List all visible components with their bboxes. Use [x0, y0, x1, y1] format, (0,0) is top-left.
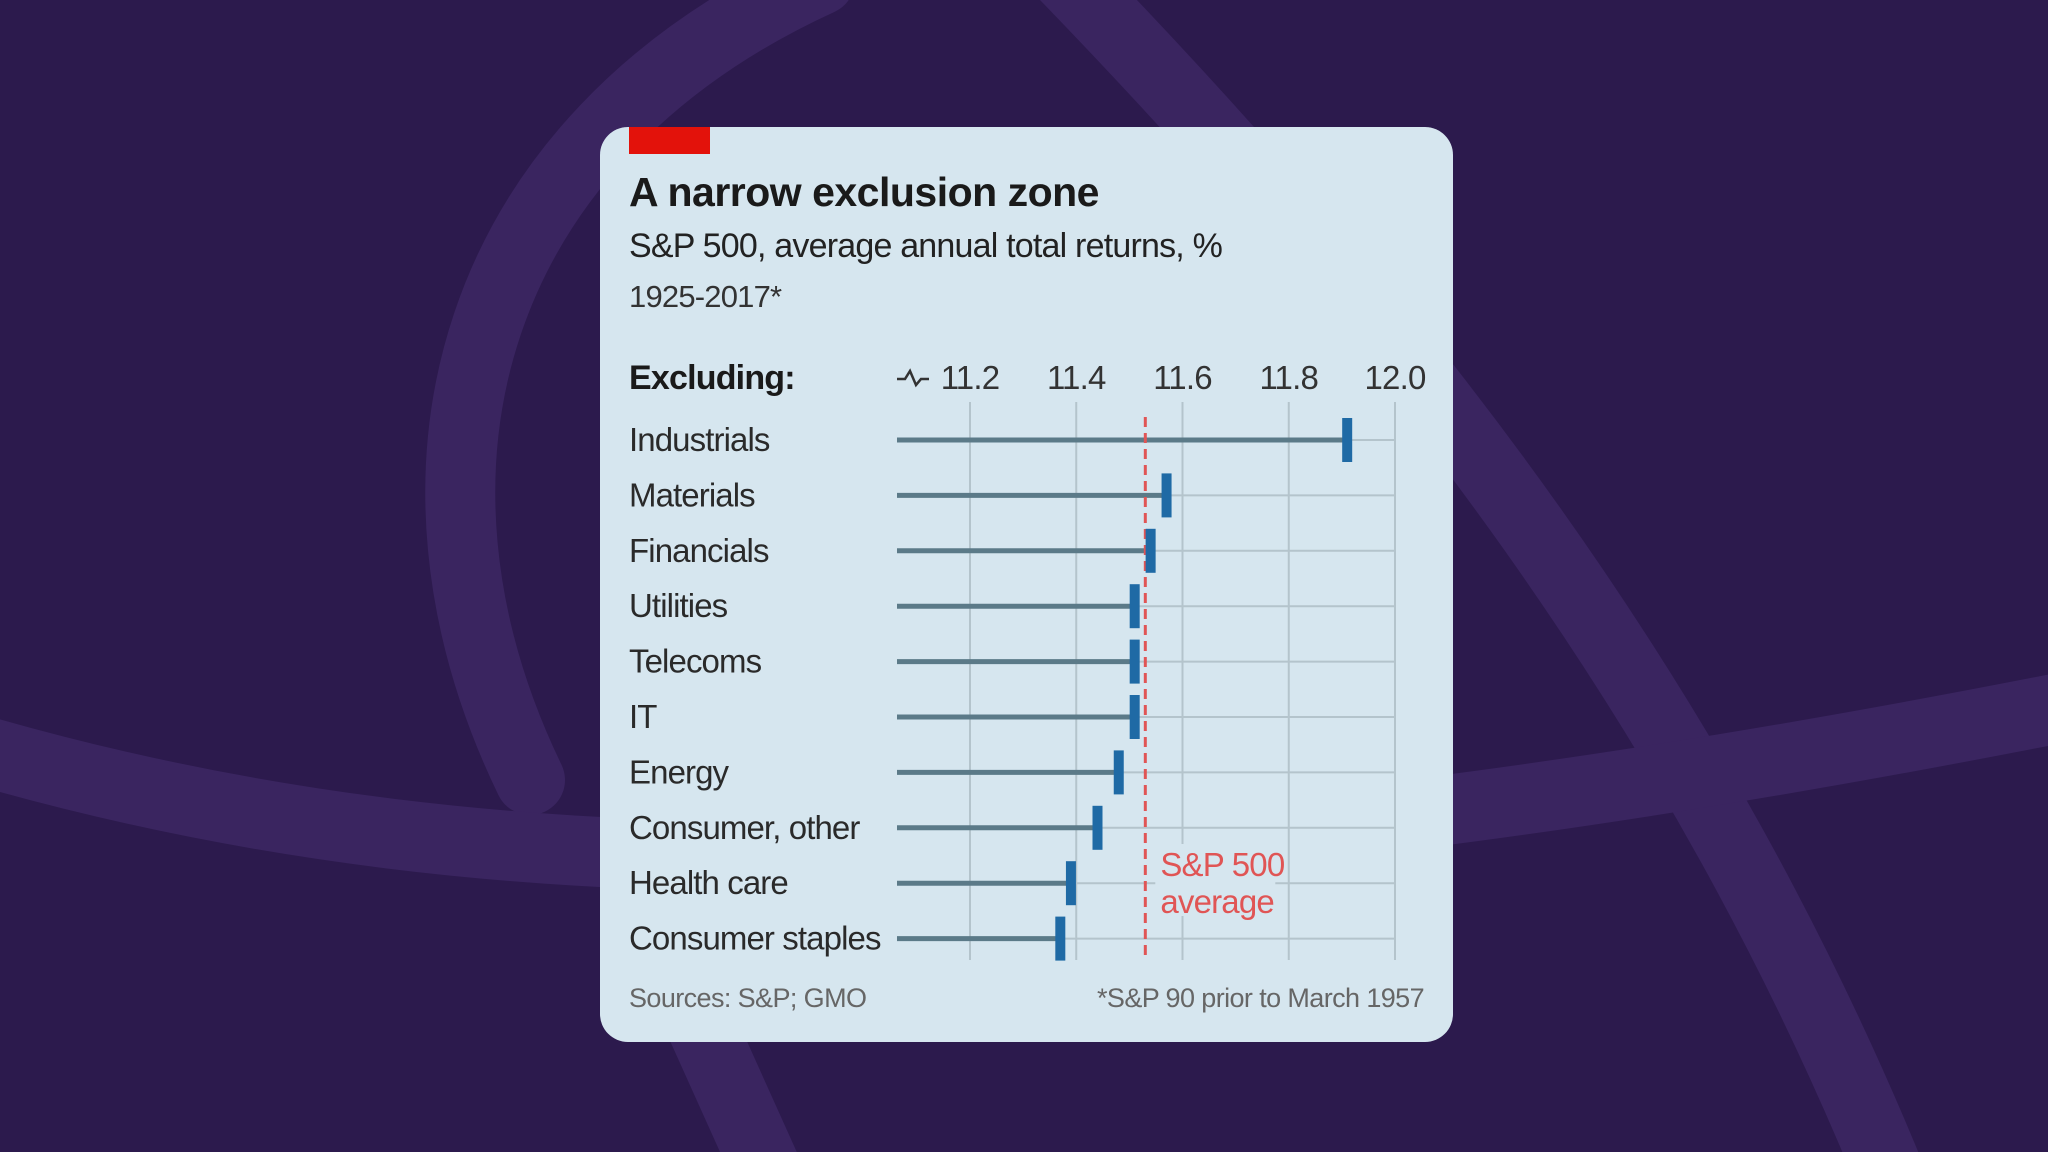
data-marker [1065, 861, 1076, 906]
category-label: Health care [629, 864, 788, 901]
category-label: Financials [629, 532, 769, 569]
brand-tab [629, 127, 710, 154]
average-label-line1: S&P 500 [1160, 846, 1285, 883]
category-label: IT [629, 698, 657, 735]
data-marker [1342, 418, 1353, 462]
data-marker [1145, 528, 1156, 573]
data-marker [1129, 584, 1140, 629]
category-label: Telecoms [629, 643, 762, 680]
data-marker [1161, 473, 1172, 518]
chart-title: A narrow exclusion zone [629, 169, 1099, 215]
category-label: Utilities [629, 587, 728, 624]
x-tick-label: 11.4 [1047, 359, 1106, 396]
x-tick-label: 11.8 [1259, 359, 1318, 396]
data-marker [1129, 695, 1140, 739]
footnote: *S&P 90 prior to March 1957 [1097, 983, 1425, 1013]
data-marker [1092, 805, 1103, 850]
x-tick-label: 12.0 [1364, 359, 1425, 396]
chart-subtitle: S&P 500, average annual total returns, % [629, 227, 1223, 265]
data-marker [1129, 639, 1140, 684]
category-label: Industrials [629, 421, 770, 458]
axis-break-icon [897, 368, 929, 388]
x-tick-label: 11.2 [941, 359, 1000, 396]
category-label: Energy [629, 753, 730, 790]
source-note: Sources: S&P; GMO [629, 983, 867, 1013]
x-tick-label: 11.6 [1153, 359, 1212, 396]
data-marker [1113, 750, 1124, 795]
chart-period: 1925-2017* [629, 279, 782, 314]
category-label: Consumer staples [629, 920, 881, 957]
y-axis-title: Excluding: [629, 359, 795, 397]
average-label-line2: average [1160, 883, 1274, 920]
category-label: Consumer, other [629, 809, 860, 846]
average-label-bg [1155, 844, 1276, 916]
dot-chart: Excluding: 11.2 11.4 11.6 11.8 12.0 Industrial… [629, 359, 1427, 961]
category-label: Materials [629, 476, 755, 513]
data-marker [1055, 916, 1066, 961]
chart-card: A narrow exclusion zone S&P 500, average… [600, 127, 1453, 1042]
